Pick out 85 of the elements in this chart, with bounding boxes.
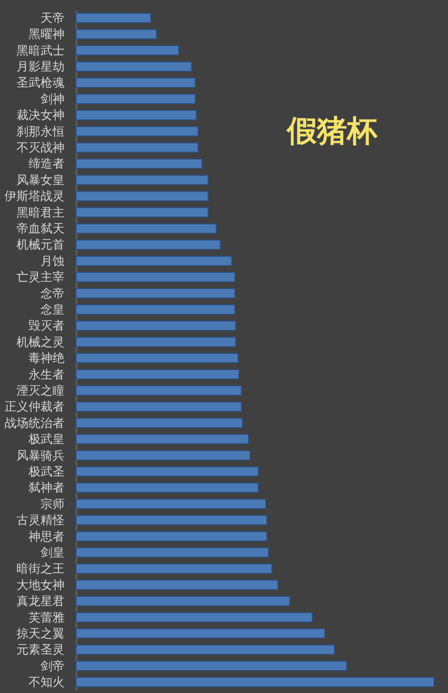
y-tick-label: 机械之灵: [16, 334, 64, 349]
bar: [76, 336, 236, 348]
y-tick-label: 剑神: [40, 92, 64, 106]
y-tick-label: 暗街之王: [16, 562, 64, 576]
y-tick-label: 风暴女皇: [16, 172, 64, 187]
bar: [76, 78, 196, 88]
y-tick-label: 极武皇: [28, 432, 64, 446]
bar: [76, 434, 250, 444]
bar: [76, 320, 236, 331]
y-tick-label: 弑神者: [28, 480, 64, 495]
y-tick-label: 缔造者: [28, 156, 64, 171]
bar: [76, 547, 270, 558]
bar: [76, 466, 259, 477]
bar: [76, 580, 278, 590]
bar: [76, 401, 242, 412]
text: 假猪杯: [286, 114, 378, 149]
y-tick-label: 亡灵主宰: [16, 270, 64, 284]
y-tick-label: 不知火: [28, 675, 64, 690]
bar: [76, 628, 326, 639]
bar: [76, 94, 196, 104]
bar: [76, 644, 335, 655]
y-tick-label: 月影星劫: [16, 60, 64, 74]
bar: [76, 45, 180, 56]
y-tick-label: 芙蕾雅: [28, 610, 64, 624]
y-tick-label: 大地女神: [16, 578, 64, 592]
y-tick-label: 月蚀: [40, 254, 64, 268]
y-tick-label: 刹那永恒: [16, 124, 64, 138]
y-tick-label: 念皇: [40, 302, 64, 317]
bar: [76, 418, 243, 428]
y-tick-label: 黑暗武士: [16, 43, 64, 58]
y-tick-label: 元素圣灵: [16, 642, 64, 657]
bar: [76, 126, 199, 137]
bar: [76, 660, 348, 672]
y-tick-label: 战场统治者: [4, 416, 64, 430]
y-tick-label: 剑皇: [40, 545, 64, 560]
bar: [76, 531, 268, 542]
y-tick-label: 神思者: [28, 529, 64, 544]
y-tick-label: 剑帝: [40, 658, 64, 673]
bar: [76, 385, 242, 396]
y-tick-label: 真龙星君: [16, 594, 64, 608]
bar: [76, 256, 232, 266]
y-tick-label: 极武圣: [28, 464, 64, 478]
y-tick-label: 裁决女神: [16, 108, 64, 122]
bar: [76, 612, 313, 622]
bar: [76, 498, 266, 510]
bar: [76, 12, 152, 24]
bar: [76, 563, 272, 574]
y-tick-label: 宗师: [40, 496, 64, 511]
bar: [76, 110, 197, 120]
y-tick-label: 天帝: [40, 10, 64, 25]
bar: [76, 352, 239, 364]
bar: [76, 514, 268, 526]
y-tick-label: 风暴骑兵: [16, 448, 64, 462]
y-tick-label: 机械元首: [16, 238, 64, 252]
bar: [76, 450, 250, 460]
y-tick-label: 帝血弑天: [16, 222, 64, 236]
bar: [76, 596, 290, 606]
bar: [76, 676, 434, 688]
y-tick-label: 古灵精怪: [16, 513, 64, 528]
y-tick-label: 正义仲裁者: [4, 400, 64, 414]
y-tick-label: 伊斯塔战灵: [4, 189, 64, 204]
bar: [76, 142, 199, 153]
y-tick-label: 毁灭者: [28, 318, 64, 333]
bar: [76, 272, 236, 282]
bar: [76, 28, 158, 40]
bar: [76, 369, 240, 380]
bar: [76, 207, 209, 218]
bar: [76, 190, 209, 202]
bar: [76, 240, 221, 250]
y-tick-label: 永生者: [28, 367, 64, 382]
y-tick-label: 不灭战神: [16, 140, 64, 155]
bar: [76, 223, 217, 234]
bar: [76, 304, 236, 315]
y-tick-label: 黑曜神: [28, 27, 64, 42]
bar: [76, 288, 236, 299]
bar: [76, 61, 192, 72]
y-tick-label: 掠天之翼: [16, 626, 64, 640]
y-tick-label: 湮灭之瞳: [16, 383, 64, 398]
y-tick-label: 圣武枪魂: [16, 76, 64, 90]
y-tick-label: 念帝: [40, 286, 64, 300]
y-tick-label: 黑暗君主: [16, 205, 64, 220]
bar: [76, 158, 203, 169]
y-tick-label: 毒神绝: [28, 351, 64, 366]
bar: [76, 174, 209, 186]
bar: [76, 482, 259, 493]
